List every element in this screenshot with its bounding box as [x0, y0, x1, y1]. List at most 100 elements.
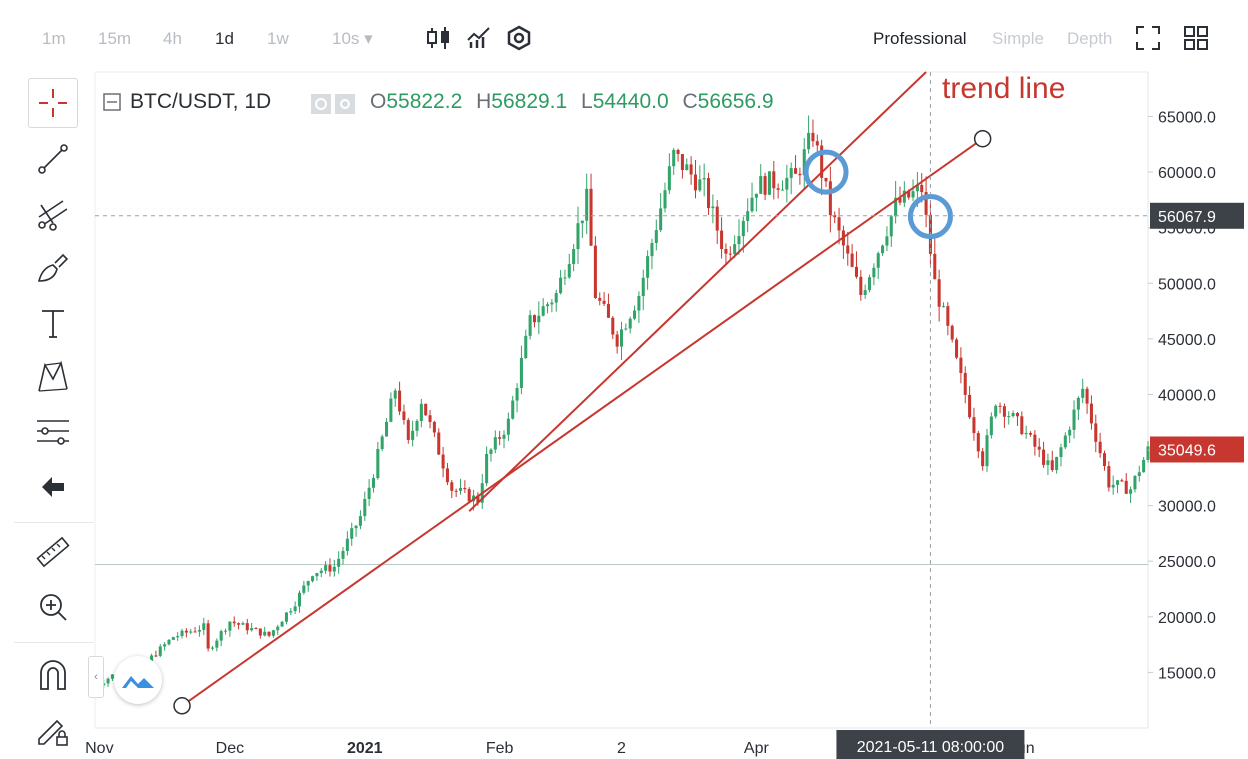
candle-body: [837, 217, 841, 231]
candle-body: [802, 149, 806, 176]
pair-label: BTC/USDT, 1D: [130, 90, 272, 113]
candle-body: [633, 310, 637, 319]
trendline-tool[interactable]: [28, 134, 78, 184]
x-tick-label: 2: [617, 740, 626, 757]
zoom-tool[interactable]: [28, 582, 78, 632]
zoom-in-icon: [40, 594, 67, 621]
candle-body: [659, 208, 663, 231]
candle-body: [284, 612, 288, 622]
candle-body: [720, 230, 724, 250]
timeframe-15m[interactable]: 15m: [98, 29, 132, 48]
candle-body: [1081, 388, 1085, 398]
brush-tool[interactable]: [28, 244, 78, 294]
crosshair-date-label: 2021-05-11 08:00:00: [857, 739, 1004, 756]
ruler-tool[interactable]: [28, 528, 78, 578]
candle-body: [628, 318, 632, 329]
mode-professional[interactable]: Professional: [873, 29, 967, 48]
back-arrow-icon: [42, 477, 64, 497]
tradingview-logo[interactable]: [114, 656, 162, 704]
low-value: 54440.0: [592, 90, 669, 113]
candle-body: [411, 430, 415, 440]
candle-body: [772, 171, 776, 189]
candle-body: [641, 277, 645, 297]
candle-body: [1042, 449, 1046, 465]
timeframe-1w[interactable]: 1w: [267, 29, 289, 48]
candle-body: [728, 253, 732, 255]
candle-body: [798, 173, 802, 176]
candle-body: [785, 177, 789, 190]
candle-body: [402, 411, 406, 421]
legend-visibility-icon[interactable]: [311, 94, 357, 114]
candle-body: [437, 432, 441, 455]
x-tick-label: Nov: [85, 740, 113, 757]
candle-body: [663, 190, 667, 209]
candle-body: [676, 149, 680, 155]
grid-layout-icon[interactable]: [1182, 24, 1210, 52]
magnet-tool[interactable]: [28, 650, 78, 700]
candle-body: [332, 566, 336, 572]
pattern-tool[interactable]: [28, 352, 78, 402]
candle-body: [815, 141, 819, 146]
candle-body: [693, 174, 697, 191]
settings-hex-icon[interactable]: [505, 24, 533, 52]
candlestick-icon[interactable]: [425, 24, 453, 52]
candle-body: [563, 277, 567, 279]
candle-body: [1011, 413, 1015, 417]
candle-body: [345, 538, 349, 551]
candle-body: [224, 630, 228, 632]
lock-drawing-tool[interactable]: [28, 704, 78, 754]
candle-body: [319, 570, 323, 574]
candle-body: [850, 253, 854, 267]
fullscreen-icon[interactable]: [1134, 24, 1162, 52]
mode-simple[interactable]: Simple: [992, 29, 1044, 48]
indicators-icon[interactable]: [465, 24, 493, 52]
candle-body: [846, 245, 850, 254]
timeframe-1d[interactable]: 1d: [215, 29, 234, 48]
candle-body: [867, 277, 872, 291]
candle-body: [485, 453, 489, 484]
candle-body: [241, 623, 245, 625]
hide-toolbar-button[interactable]: [28, 462, 78, 512]
candle-body: [232, 621, 236, 624]
candle-body: [602, 300, 606, 304]
levels-icon: [37, 420, 69, 445]
text-tool[interactable]: [28, 298, 78, 348]
y-tick-label: 45000.0: [1158, 332, 1216, 349]
timeframe-10s-dropdown[interactable]: 10s ▾: [332, 29, 373, 48]
timeframe-1m[interactable]: 1m: [42, 29, 66, 48]
candle-body: [467, 489, 471, 502]
candle-body: [554, 293, 558, 303]
collapse-legend-icon[interactable]: [103, 93, 121, 111]
candle-body: [1015, 413, 1019, 417]
trendline-icon: [38, 144, 68, 174]
axes: 15000.020000.025000.030000.035000.040000…: [85, 109, 1244, 759]
drawing-toolbar: [0, 72, 95, 759]
candle-body: [820, 145, 824, 178]
candle-body: [724, 249, 728, 254]
candles: [93, 115, 1150, 690]
timeframe-4h[interactable]: 4h: [163, 29, 182, 48]
candle-body: [911, 191, 915, 198]
candle-body: [981, 451, 985, 467]
candle-body: [1111, 484, 1115, 488]
x-tick-label: Dec: [216, 740, 244, 757]
candle-body: [863, 290, 867, 295]
candle-body: [158, 646, 162, 656]
candle-body: [371, 478, 376, 488]
candle-body: [989, 416, 993, 436]
candle-body: [876, 253, 880, 268]
candle-body: [463, 487, 467, 490]
x-tick-label: Feb: [486, 740, 514, 757]
levels-tool[interactable]: [28, 406, 78, 456]
candle-body: [263, 631, 267, 636]
fib-tool[interactable]: [28, 190, 78, 240]
candle-body: [950, 325, 954, 340]
candle-body: [894, 197, 898, 217]
mode-depth[interactable]: Depth: [1067, 29, 1113, 48]
ohlc-values: O55822.2 H56829.1 L54440.0 C56656.9: [370, 90, 774, 114]
candle-body: [1142, 459, 1146, 473]
crosshair-tool[interactable]: [28, 78, 78, 128]
expand-sidebar-handle[interactable]: ‹: [88, 656, 104, 698]
candle-body: [689, 164, 693, 175]
